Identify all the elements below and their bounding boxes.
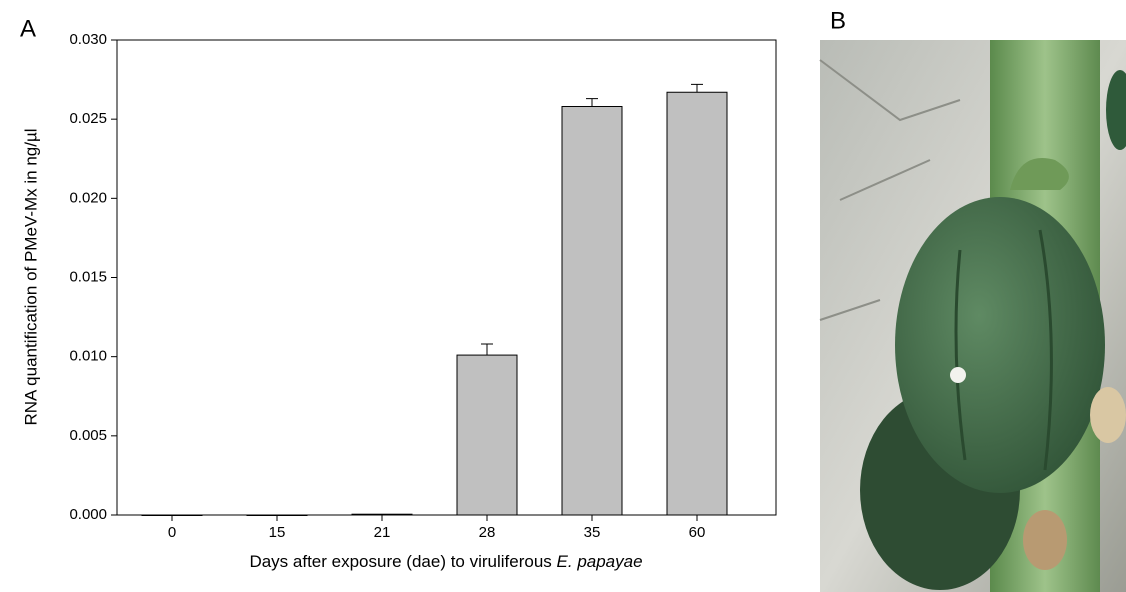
photo bbox=[819, 40, 1126, 592]
error-bar bbox=[481, 343, 493, 356]
x-tick-label: 0 bbox=[168, 524, 176, 541]
bar bbox=[351, 513, 413, 516]
x-tick-label: 21 bbox=[374, 524, 391, 541]
x-axis-label-text: Days after exposure (dae) to viruliferou… bbox=[249, 552, 551, 571]
x-tick-label: 60 bbox=[689, 524, 706, 541]
y-tick-label: 0.005 bbox=[69, 427, 107, 444]
x-tick-label: 28 bbox=[479, 524, 496, 541]
error-bar bbox=[691, 83, 703, 93]
x-tick-label: 15 bbox=[269, 524, 286, 541]
bar bbox=[666, 91, 728, 516]
y-tick-label: 0.000 bbox=[69, 506, 107, 523]
y-tick-label: 0.015 bbox=[69, 268, 107, 285]
bar bbox=[246, 514, 308, 516]
bar bbox=[561, 106, 623, 516]
panel-label: B bbox=[830, 7, 846, 34]
y-tick-label: 0.030 bbox=[69, 31, 107, 48]
bar bbox=[456, 354, 518, 516]
x-tick-label: 35 bbox=[584, 524, 601, 541]
panel-label: A bbox=[20, 15, 36, 42]
error-bar bbox=[586, 98, 598, 107]
y-tick-label: 0.025 bbox=[69, 110, 107, 127]
y-tick-label: 0.020 bbox=[69, 189, 107, 206]
x-axis-label: Days after exposure (dae) to viruliferou… bbox=[249, 552, 642, 571]
bar bbox=[141, 514, 203, 516]
y-tick-label: 0.010 bbox=[69, 348, 107, 365]
y-axis-label: RNA quantification of PMeV-Mx in ng/µl bbox=[21, 128, 40, 425]
x-axis-label-species: E. papayae bbox=[557, 552, 643, 571]
